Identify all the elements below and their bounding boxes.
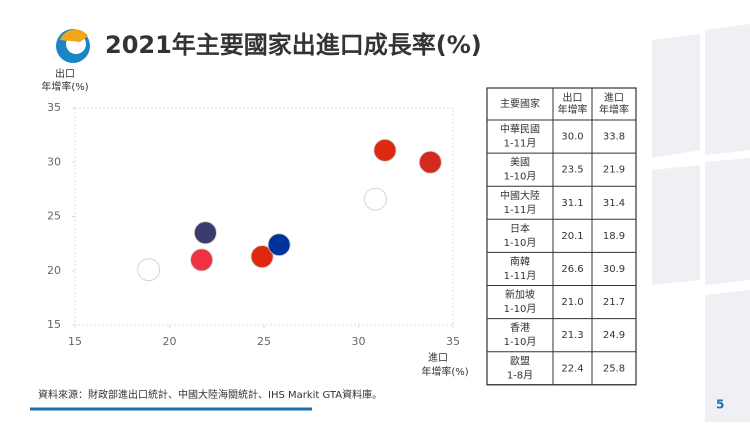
x-tick-label: 35: [446, 335, 460, 348]
table-header: 年增率: [558, 103, 588, 116]
table-cell: 中國大陸: [500, 189, 540, 202]
table-cell: 南韓: [510, 255, 530, 268]
table-cell: 21.7: [603, 297, 625, 308]
table-header: 進口: [604, 92, 624, 104]
y-axis-label: 出口: [55, 67, 75, 80]
point: [364, 187, 387, 211]
table-header: 主要國家: [500, 97, 540, 110]
table-cell: 1-11月: [504, 270, 537, 282]
title: 2021年主要國家出進口成長率(%): [105, 31, 482, 59]
table-cell: 30.0: [561, 132, 583, 143]
y-tick-label: 15: [47, 318, 61, 331]
point: [194, 221, 217, 245]
table-cell: 1-10月: [504, 303, 537, 315]
y-tick-label: 20: [47, 264, 61, 277]
y-axis-label: 年增率(%): [41, 80, 88, 93]
table-cell: 香港: [510, 322, 530, 334]
table-cell: 21.9: [603, 165, 625, 176]
table-cell: 31.1: [561, 198, 583, 209]
table-cell: 日本: [510, 222, 530, 235]
table-header: 出口: [563, 91, 583, 104]
point: [267, 233, 291, 257]
table-cell: 25.8: [603, 363, 625, 374]
table-cell: 1-11月: [504, 204, 537, 216]
logo: [56, 29, 90, 63]
table-cell: 中華民國: [500, 123, 540, 136]
point: [250, 245, 274, 269]
table-cell: 1-11月: [504, 138, 537, 150]
point: [190, 248, 214, 272]
table-cell: 30.9: [603, 264, 625, 275]
table-cell: 22.4: [561, 363, 583, 374]
page-number: 5: [716, 398, 724, 412]
point: [137, 258, 161, 282]
table-cell: 1-8月: [507, 369, 533, 381]
table-cell: 新加坡: [505, 288, 535, 301]
table-cell: 31.4: [603, 198, 625, 209]
table-cell: 1-10月: [504, 237, 537, 249]
x-axis-label: 年增率(%): [421, 365, 468, 378]
table-cell: 1-10月: [504, 171, 537, 183]
table-cell: 歐盟: [510, 354, 530, 367]
table-cell: 20.1: [561, 231, 583, 242]
x-tick-label: 25: [257, 335, 271, 348]
point: [418, 150, 442, 174]
x-tick-label: 30: [352, 335, 366, 348]
table-cell: 21.0: [561, 297, 583, 308]
decoration: [652, 24, 750, 422]
y-tick-label: 35: [47, 101, 61, 114]
x-axis-label: 進口: [428, 352, 448, 364]
table-cell: 1-10月: [504, 336, 537, 348]
table-cell: 26.6: [561, 264, 583, 275]
table-cell: 美國: [510, 156, 530, 169]
table-header: 年增率: [599, 103, 629, 116]
y-tick-label: 25: [47, 210, 61, 223]
table-cell: 23.5: [561, 165, 583, 176]
table-cell: 33.8: [603, 132, 625, 143]
table-cell: 18.9: [603, 231, 625, 242]
source: 資料來源：財政部進出口統計、中國大陸海關統計、IHS Markit GTA資料庫…: [38, 388, 382, 401]
x-tick-label: 20: [163, 335, 177, 348]
point: [373, 138, 397, 162]
x-tick-label: 15: [68, 335, 82, 348]
table-cell: 21.3: [561, 330, 583, 341]
y-tick-label: 30: [47, 155, 61, 168]
table-cell: 24.9: [603, 330, 625, 341]
